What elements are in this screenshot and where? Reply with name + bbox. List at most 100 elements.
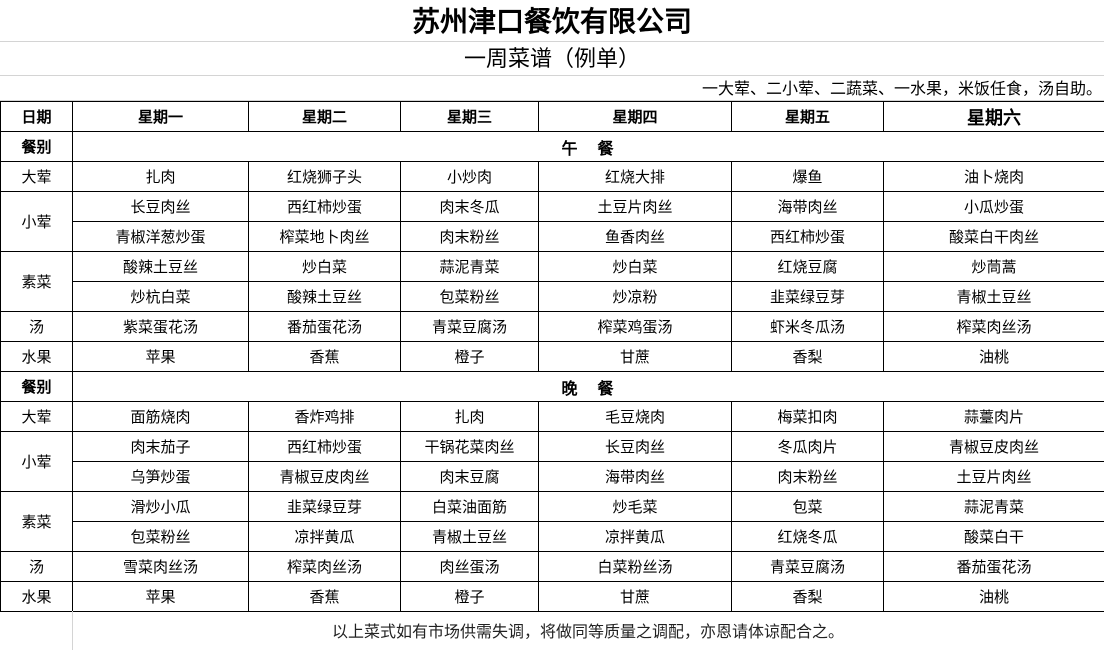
dish-cell: 土豆片肉丝 [884,462,1104,492]
table-row: 素菜酸辣土豆丝炒白菜蒜泥青菜炒白菜红烧豆腐炒茼蒿 [1,252,1104,282]
dish-cell: 韭菜绿豆芽 [249,492,401,522]
dish-cell: 酸菜白干 [884,522,1104,552]
dish-cell: 肉末豆腐 [401,462,539,492]
dish-cell: 包菜粉丝 [73,522,249,552]
dish-cell: 面筋烧肉 [73,402,249,432]
category-label: 大荤 [1,162,73,192]
dish-cell: 西红柿炒蛋 [249,192,401,222]
dish-cell: 小炒肉 [401,162,539,192]
dish-cell: 酸辣土豆丝 [249,282,401,312]
dish-cell: 榨菜肉丝汤 [249,552,401,582]
day-header-thu: 星期四 [539,102,732,132]
dish-cell: 虾米冬瓜汤 [732,312,884,342]
dish-cell: 红烧豆腐 [732,252,884,282]
header-row: 日期 星期一 星期二 星期三 星期四 星期五 星期六 [1,102,1104,132]
footer: 以上菜式如有市场供需失调，将做同等质量之调配，亦恩请体谅配合之。 [0,611,1104,650]
table-row: 汤紫菜蛋花汤番茄蛋花汤青菜豆腐汤榨菜鸡蛋汤虾米冬瓜汤榨菜肉丝汤 [1,312,1104,342]
menu-subtitle: 一周菜谱（例单） [0,42,1104,76]
dish-cell: 肉末粉丝 [401,222,539,252]
dish-cell: 红烧冬瓜 [732,522,884,552]
dish-cell: 西红柿炒蛋 [732,222,884,252]
table-row: 包菜粉丝凉拌黄瓜青椒土豆丝凉拌黄瓜红烧冬瓜酸菜白干 [1,522,1104,552]
dish-cell: 毛豆烧肉 [539,402,732,432]
dish-cell: 雪菜肉丝汤 [73,552,249,582]
dish-cell: 青椒土豆丝 [401,522,539,552]
meal-label: 餐别 [1,372,73,402]
dish-cell: 榨菜肉丝汤 [884,312,1104,342]
dish-cell: 炒白菜 [539,252,732,282]
table-row: 大荤扎肉红烧狮子头小炒肉红烧大排爆鱼油卜烧肉 [1,162,1104,192]
dish-cell: 油桃 [884,342,1104,372]
table-row: 乌笋炒蛋青椒豆皮肉丝肉末豆腐海带肉丝肉末粉丝土豆片肉丝 [1,462,1104,492]
dish-cell: 白菜油面筋 [401,492,539,522]
meal-name: 午 餐 [73,132,1104,162]
company-title: 苏州津口餐饮有限公司 [0,0,1104,42]
menu-note: 一大荤、二小荤、二蔬菜、一水果，米饭任食，汤自助。 [0,76,1104,101]
dish-cell: 香蕉 [249,342,401,372]
dish-cell: 肉末冬瓜 [401,192,539,222]
category-label: 汤 [1,312,73,342]
dish-cell: 包菜 [732,492,884,522]
category-label: 水果 [1,342,73,372]
dish-cell: 蒜泥青菜 [884,492,1104,522]
dish-cell: 韭菜绿豆芽 [732,282,884,312]
dish-cell: 青菜豆腐汤 [732,552,884,582]
table-row: 水果苹果香蕉橙子甘蔗香梨油桃 [1,582,1104,612]
footer-note: 以上菜式如有市场供需失调，将做同等质量之调配，亦恩请体谅配合之。 [72,611,1104,650]
category-label: 大荤 [1,402,73,432]
dish-cell: 青椒豆皮肉丝 [884,432,1104,462]
dish-cell: 甘蔗 [539,342,732,372]
dish-cell: 凉拌黄瓜 [539,522,732,552]
category-label: 水果 [1,582,73,612]
dish-cell: 香梨 [732,582,884,612]
table-row: 汤雪菜肉丝汤榨菜肉丝汤肉丝蛋汤白菜粉丝汤青菜豆腐汤番茄蛋花汤 [1,552,1104,582]
category-label: 小荤 [1,192,73,252]
dish-cell: 海带肉丝 [732,192,884,222]
day-header-fri: 星期五 [732,102,884,132]
dish-cell: 干锅花菜肉丝 [401,432,539,462]
dish-cell: 红烧大排 [539,162,732,192]
table-row: 炒杭白菜酸辣土豆丝包菜粉丝炒凉粉韭菜绿豆芽青椒土豆丝 [1,282,1104,312]
dish-cell: 橙子 [401,582,539,612]
dish-cell: 梅菜扣肉 [732,402,884,432]
dish-cell: 炒白菜 [249,252,401,282]
dish-cell: 滑炒小瓜 [73,492,249,522]
dish-cell: 土豆片肉丝 [539,192,732,222]
dish-cell: 苹果 [73,342,249,372]
meal-label: 餐别 [1,132,73,162]
dish-cell: 青椒豆皮肉丝 [249,462,401,492]
dish-cell: 榨菜地卜肉丝 [249,222,401,252]
table-row: 水果苹果香蕉橙子甘蔗香梨油桃 [1,342,1104,372]
meal-name: 晚 餐 [73,372,1104,402]
dish-cell: 扎肉 [401,402,539,432]
dish-cell: 番茄蛋花汤 [249,312,401,342]
category-label: 素菜 [1,492,73,552]
dish-cell: 紫菜蛋花汤 [73,312,249,342]
footer-blank-cell [0,611,73,650]
dish-cell: 番茄蛋花汤 [884,552,1104,582]
dish-cell: 肉末粉丝 [732,462,884,492]
dish-cell: 冬瓜肉片 [732,432,884,462]
dish-cell: 炒毛菜 [539,492,732,522]
dish-cell: 西红柿炒蛋 [249,432,401,462]
day-header-tue: 星期二 [249,102,401,132]
dish-cell: 肉末茄子 [73,432,249,462]
dish-cell: 白菜粉丝汤 [539,552,732,582]
table-row: 青椒洋葱炒蛋榨菜地卜肉丝肉末粉丝鱼香肉丝西红柿炒蛋酸菜白干肉丝 [1,222,1104,252]
dish-cell: 炒茼蒿 [884,252,1104,282]
dish-cell: 小瓜炒蛋 [884,192,1104,222]
dish-cell: 长豆肉丝 [539,432,732,462]
day-header-mon: 星期一 [73,102,249,132]
dish-cell: 炒杭白菜 [73,282,249,312]
category-label: 小荤 [1,432,73,492]
dish-cell: 蒜泥青菜 [401,252,539,282]
dish-cell: 红烧狮子头 [249,162,401,192]
dish-cell: 甘蔗 [539,582,732,612]
category-label: 汤 [1,552,73,582]
category-label: 素菜 [1,252,73,312]
dish-cell: 蒜薹肉片 [884,402,1104,432]
dish-cell: 海带肉丝 [539,462,732,492]
dish-cell: 鱼香肉丝 [539,222,732,252]
dish-cell: 油桃 [884,582,1104,612]
table-row: 大荤面筋烧肉香炸鸡排扎肉毛豆烧肉梅菜扣肉蒜薹肉片 [1,402,1104,432]
